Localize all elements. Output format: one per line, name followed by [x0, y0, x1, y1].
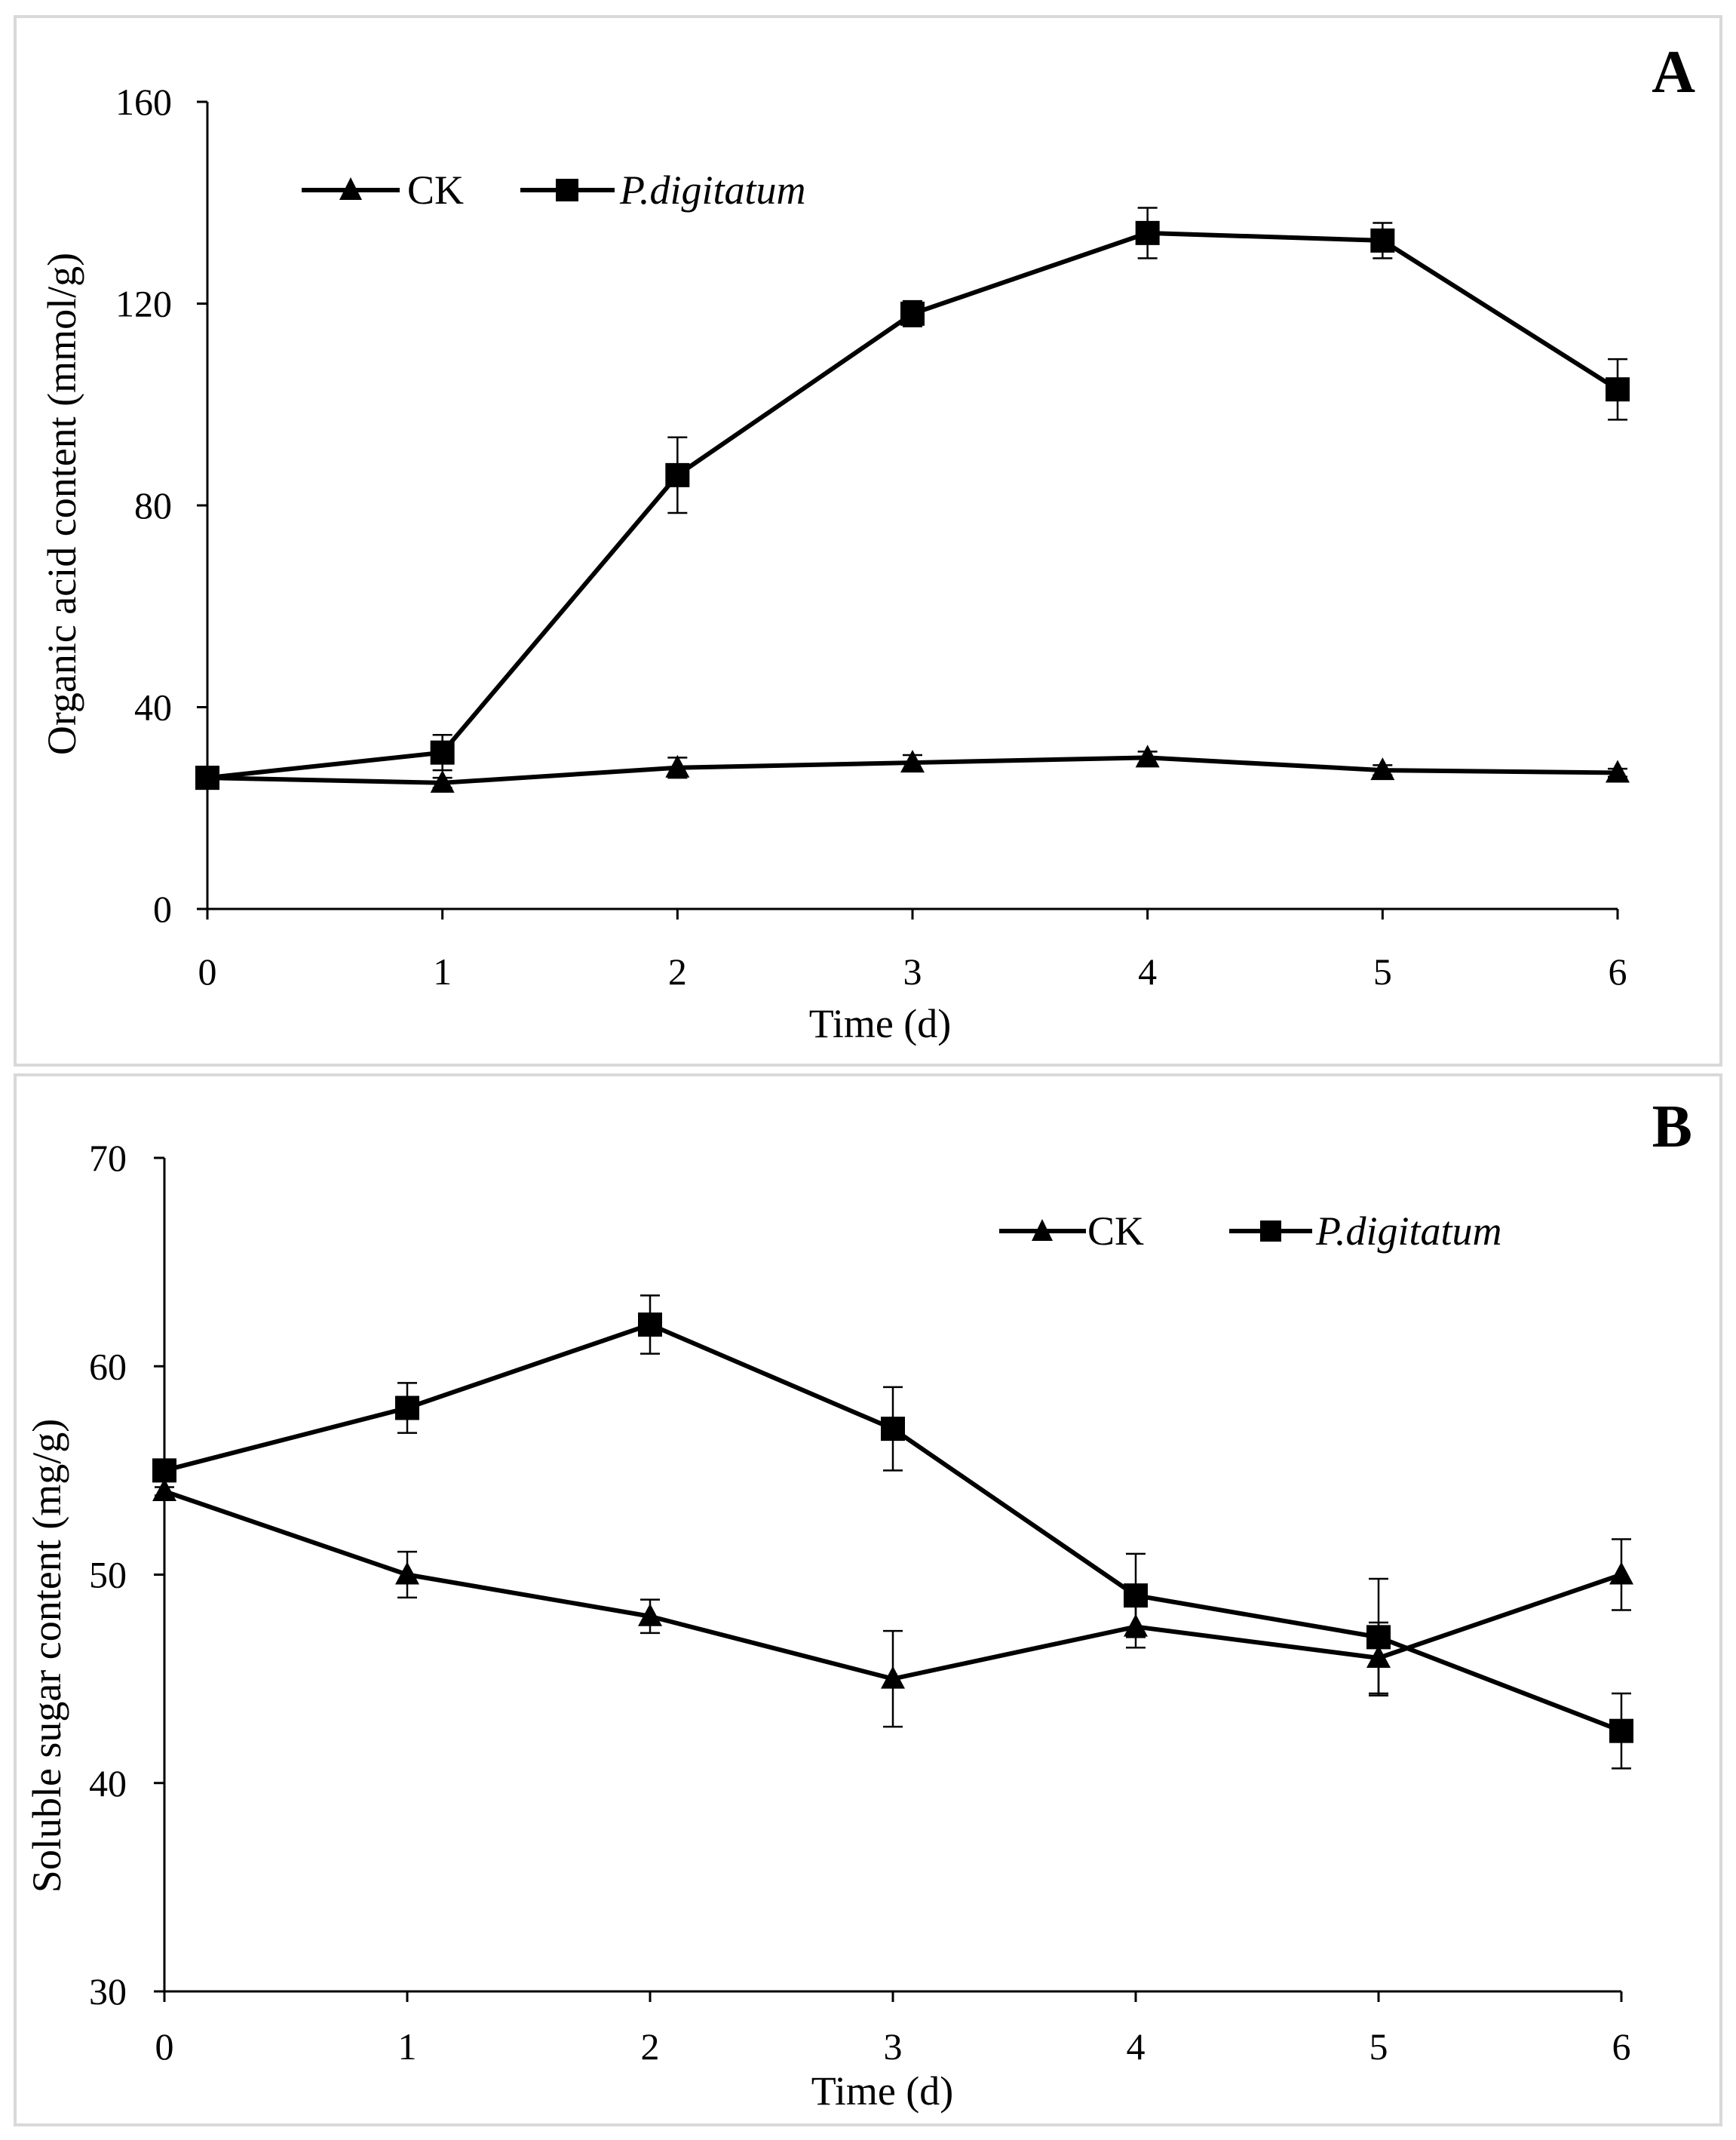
data-point-square: [665, 462, 690, 487]
y-tick-label: 50: [89, 1554, 127, 1596]
panel-a-y-axis-title: Organic acid content (mmol/g): [39, 253, 84, 755]
panel-a-x-axis-title: Time (d): [809, 1001, 952, 1046]
panel-a-series: [195, 207, 1630, 793]
legend-ck-triangle-marker: [339, 177, 362, 200]
panel-b-legend: CK P.digitatum: [999, 1208, 1502, 1254]
panel-b-axes: 30 40 50 60 70 0 1 2 3 4 5 6: [89, 1137, 1631, 2068]
legend-ck-label: CK: [407, 167, 464, 213]
x-tick-label: 4: [1127, 2025, 1146, 2068]
panel-b: B 30 40 50 60 70 0 1 2 3 4 5 6 Time (d) Soluble sug…: [14, 1073, 1722, 2126]
y-tick-label: 0: [153, 888, 172, 930]
x-tick-label: 2: [668, 950, 687, 993]
data-point-square: [395, 1395, 419, 1420]
x-tick-label: 3: [884, 2025, 903, 2068]
x-tick-label: 3: [903, 950, 922, 993]
data-point-square: [430, 740, 455, 765]
data-point-triangle: [395, 1561, 419, 1585]
data-point-triangle: [1609, 1561, 1633, 1585]
panel-b-series: [152, 1294, 1633, 1770]
data-point-triangle: [1370, 757, 1395, 781]
data-point-square: [1124, 1583, 1148, 1608]
x-tick-label: 5: [1373, 950, 1392, 993]
y-tick-label: 160: [115, 81, 172, 123]
data-point-square: [1135, 220, 1160, 245]
legend-pdigitatum-square-marker: [1260, 1220, 1281, 1242]
x-tick-label: 1: [433, 950, 452, 993]
legend-ck-triangle-marker: [1032, 1219, 1053, 1241]
data-point-triangle: [430, 769, 455, 793]
series-pdigitatum: [195, 207, 1630, 791]
data-point-square: [195, 766, 219, 791]
x-tick-label: 5: [1369, 2025, 1388, 2068]
data-point-triangle: [152, 1478, 176, 1501]
series-pdigitatum: [152, 1294, 1633, 1770]
legend-pdigitatum-label: P.digitatum: [619, 167, 806, 213]
data-point-square: [638, 1313, 662, 1337]
y-tick-label: 40: [89, 1762, 127, 1804]
panel-b-x-axis-title: Time (d): [811, 2068, 954, 2114]
y-tick-label: 40: [134, 686, 172, 729]
x-tick-label: 6: [1612, 2025, 1631, 2068]
data-point-triangle: [665, 754, 690, 778]
x-tick-label: 4: [1138, 950, 1157, 993]
data-point-triangle: [1135, 745, 1160, 768]
panel-a: A 0 40 80 120 160 0 1 2 3 4 5 6 Time (d) Organic ac…: [14, 15, 1722, 1067]
data-point-square: [881, 1417, 905, 1442]
panel-a-legend: CK P.digitatum: [302, 167, 806, 213]
data-point-square: [1609, 1718, 1633, 1743]
data-point-triangle: [900, 750, 925, 773]
panel-a-frame: [14, 15, 1722, 1067]
data-point-square: [1366, 1625, 1391, 1650]
y-tick-label: 70: [89, 1137, 127, 1179]
x-tick-label: 0: [155, 2025, 174, 2068]
x-tick-label: 2: [641, 2025, 660, 2068]
data-point-triangle: [881, 1666, 905, 1689]
legend-ck-label: CK: [1087, 1208, 1144, 1254]
y-tick-label: 120: [115, 283, 172, 325]
x-tick-label: 1: [398, 2025, 417, 2068]
panel-a-letter: A: [1652, 39, 1695, 106]
data-point-square: [152, 1458, 176, 1483]
y-tick-label: 60: [89, 1345, 127, 1387]
x-tick-label: 6: [1609, 950, 1627, 993]
data-point-square: [1370, 228, 1395, 253]
y-tick-label: 80: [134, 484, 172, 527]
data-point-triangle: [1606, 760, 1630, 783]
panel-b-frame: [14, 1073, 1722, 2126]
data-point-triangle: [638, 1603, 662, 1626]
panel-b-y-axis-title: Soluble sugar content (mg/g): [24, 1419, 69, 1893]
legend-pdigitatum-label: P.digitatum: [1315, 1208, 1502, 1254]
y-tick-label: 30: [89, 1970, 127, 2013]
panel-b-letter: B: [1652, 1094, 1692, 1160]
x-tick-label: 0: [198, 950, 217, 993]
data-point-square: [1606, 377, 1630, 402]
data-point-square: [900, 301, 925, 326]
legend-pdigitatum-square-marker: [556, 179, 578, 201]
